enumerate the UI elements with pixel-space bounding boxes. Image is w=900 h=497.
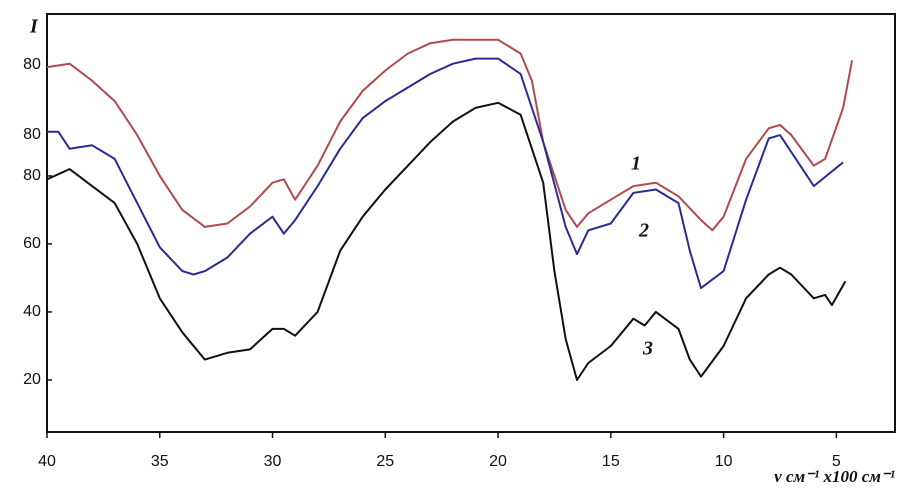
y-tick-label: 60 <box>23 235 41 252</box>
y-tick-label: 80 <box>23 126 41 143</box>
curve-label: 1 <box>631 153 641 175</box>
y-tick-label: 20 <box>23 371 41 388</box>
y-axis-label: I <box>29 16 39 38</box>
x-tick-label: 20 <box>489 453 507 470</box>
x-tick-label: 15 <box>602 453 620 470</box>
x-tick-label: 5 <box>832 453 841 470</box>
x-tick-label: 30 <box>264 453 282 470</box>
y-tick-label: 80 <box>23 167 41 184</box>
spectrum-line <box>46 101 847 381</box>
x-tick-label: 40 <box>38 453 56 470</box>
x-tick-label: 35 <box>151 453 169 470</box>
curve-label: 2 <box>638 220 649 242</box>
curve-label: 3 <box>642 338 653 360</box>
x-axis-label: ν см⁻¹ x100 см⁻¹ <box>774 467 895 486</box>
spectrum-line <box>46 38 854 232</box>
y-tick-label: 40 <box>23 303 41 320</box>
spectrum-line <box>47 57 844 290</box>
plot-frame <box>46 13 896 433</box>
x-tick-label: 10 <box>715 453 733 470</box>
y-tick-label: 80 <box>23 56 41 73</box>
x-tick-label: 25 <box>376 453 394 470</box>
